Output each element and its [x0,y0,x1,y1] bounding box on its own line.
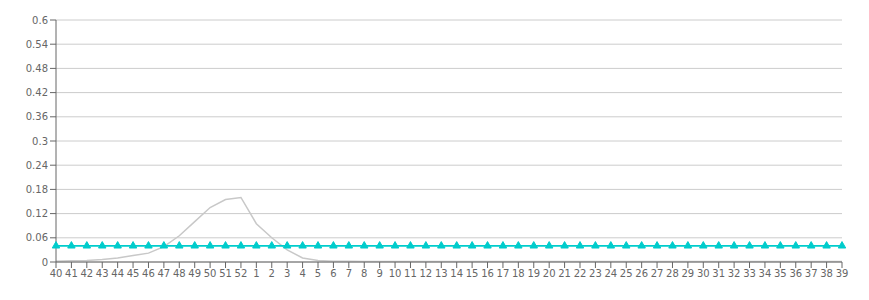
svg-text:40: 40 [50,268,63,279]
svg-text:4: 4 [299,268,305,279]
svg-text:1: 1 [253,268,259,279]
svg-text:31: 31 [712,268,725,279]
svg-text:28: 28 [666,268,679,279]
svg-text:44: 44 [111,268,124,279]
svg-text:0.3: 0.3 [32,136,48,147]
svg-text:29: 29 [682,268,695,279]
svg-text:0.42: 0.42 [26,87,48,98]
svg-text:0: 0 [42,257,48,268]
svg-text:41: 41 [65,268,78,279]
svg-text:15: 15 [466,268,479,279]
svg-text:10: 10 [389,268,402,279]
svg-text:0.18: 0.18 [26,184,48,195]
svg-text:39: 39 [836,268,849,279]
svg-text:9: 9 [376,268,382,279]
svg-text:42: 42 [80,268,93,279]
svg-text:34: 34 [759,268,772,279]
svg-text:51: 51 [219,268,232,279]
svg-text:49: 49 [188,268,201,279]
svg-text:46: 46 [142,268,155,279]
svg-text:0.06: 0.06 [26,232,48,243]
svg-text:16: 16 [481,268,494,279]
svg-text:0.54: 0.54 [26,39,48,50]
svg-text:7: 7 [346,268,352,279]
svg-text:45: 45 [127,268,140,279]
svg-text:22: 22 [574,268,587,279]
svg-text:11: 11 [404,268,417,279]
svg-text:38: 38 [820,268,833,279]
svg-text:35: 35 [774,268,787,279]
svg-text:17: 17 [497,268,510,279]
svg-text:43: 43 [96,268,109,279]
svg-text:52: 52 [235,268,248,279]
svg-text:36: 36 [789,268,802,279]
svg-text:23: 23 [589,268,602,279]
svg-text:8: 8 [361,268,367,279]
svg-text:20: 20 [543,268,556,279]
svg-text:32: 32 [728,268,741,279]
svg-text:13: 13 [435,268,448,279]
svg-text:21: 21 [558,268,571,279]
svg-text:0.12: 0.12 [26,208,48,219]
svg-text:33: 33 [743,268,756,279]
svg-text:37: 37 [805,268,818,279]
svg-text:18: 18 [512,268,525,279]
svg-text:48: 48 [173,268,186,279]
svg-text:24: 24 [604,268,617,279]
svg-text:3: 3 [284,268,290,279]
svg-text:14: 14 [450,268,463,279]
svg-text:25: 25 [620,268,633,279]
svg-text:0.24: 0.24 [26,160,48,171]
svg-text:0.6: 0.6 [32,15,48,26]
svg-text:2: 2 [269,268,275,279]
svg-text:0.36: 0.36 [26,111,48,122]
svg-text:12: 12 [420,268,433,279]
svg-text:26: 26 [635,268,648,279]
svg-text:5: 5 [315,268,321,279]
svg-text:6: 6 [330,268,336,279]
svg-text:30: 30 [697,268,710,279]
svg-text:19: 19 [527,268,540,279]
svg-text:27: 27 [651,268,664,279]
svg-text:47: 47 [158,268,171,279]
svg-text:50: 50 [204,268,217,279]
svg-text:0.48: 0.48 [26,63,48,74]
